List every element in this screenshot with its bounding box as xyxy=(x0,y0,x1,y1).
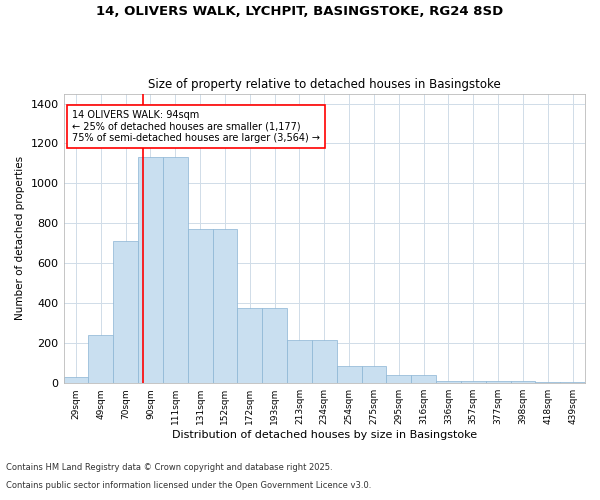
Bar xyxy=(88,336,113,383)
Bar xyxy=(138,158,163,383)
Bar xyxy=(560,382,585,383)
Bar xyxy=(238,308,262,383)
Bar xyxy=(485,381,511,383)
Bar xyxy=(511,381,535,383)
Bar xyxy=(461,381,485,383)
Bar xyxy=(287,340,312,383)
Bar xyxy=(64,377,88,383)
Bar xyxy=(362,366,386,383)
Bar xyxy=(386,375,411,383)
Bar xyxy=(262,308,287,383)
Bar xyxy=(411,375,436,383)
Bar xyxy=(163,158,188,383)
Bar xyxy=(212,230,238,383)
Bar xyxy=(436,381,461,383)
X-axis label: Distribution of detached houses by size in Basingstoke: Distribution of detached houses by size … xyxy=(172,430,477,440)
Text: Contains HM Land Registry data © Crown copyright and database right 2025.: Contains HM Land Registry data © Crown c… xyxy=(6,464,332,472)
Y-axis label: Number of detached properties: Number of detached properties xyxy=(15,156,25,320)
Bar xyxy=(535,382,560,383)
Text: 14 OLIVERS WALK: 94sqm
← 25% of detached houses are smaller (1,177)
75% of semi-: 14 OLIVERS WALK: 94sqm ← 25% of detached… xyxy=(72,110,320,142)
Bar xyxy=(188,230,212,383)
Bar xyxy=(312,340,337,383)
Bar xyxy=(337,366,362,383)
Text: Contains public sector information licensed under the Open Government Licence v3: Contains public sector information licen… xyxy=(6,481,371,490)
Bar xyxy=(113,242,138,383)
Text: 14, OLIVERS WALK, LYCHPIT, BASINGSTOKE, RG24 8SD: 14, OLIVERS WALK, LYCHPIT, BASINGSTOKE, … xyxy=(97,5,503,18)
Title: Size of property relative to detached houses in Basingstoke: Size of property relative to detached ho… xyxy=(148,78,500,91)
